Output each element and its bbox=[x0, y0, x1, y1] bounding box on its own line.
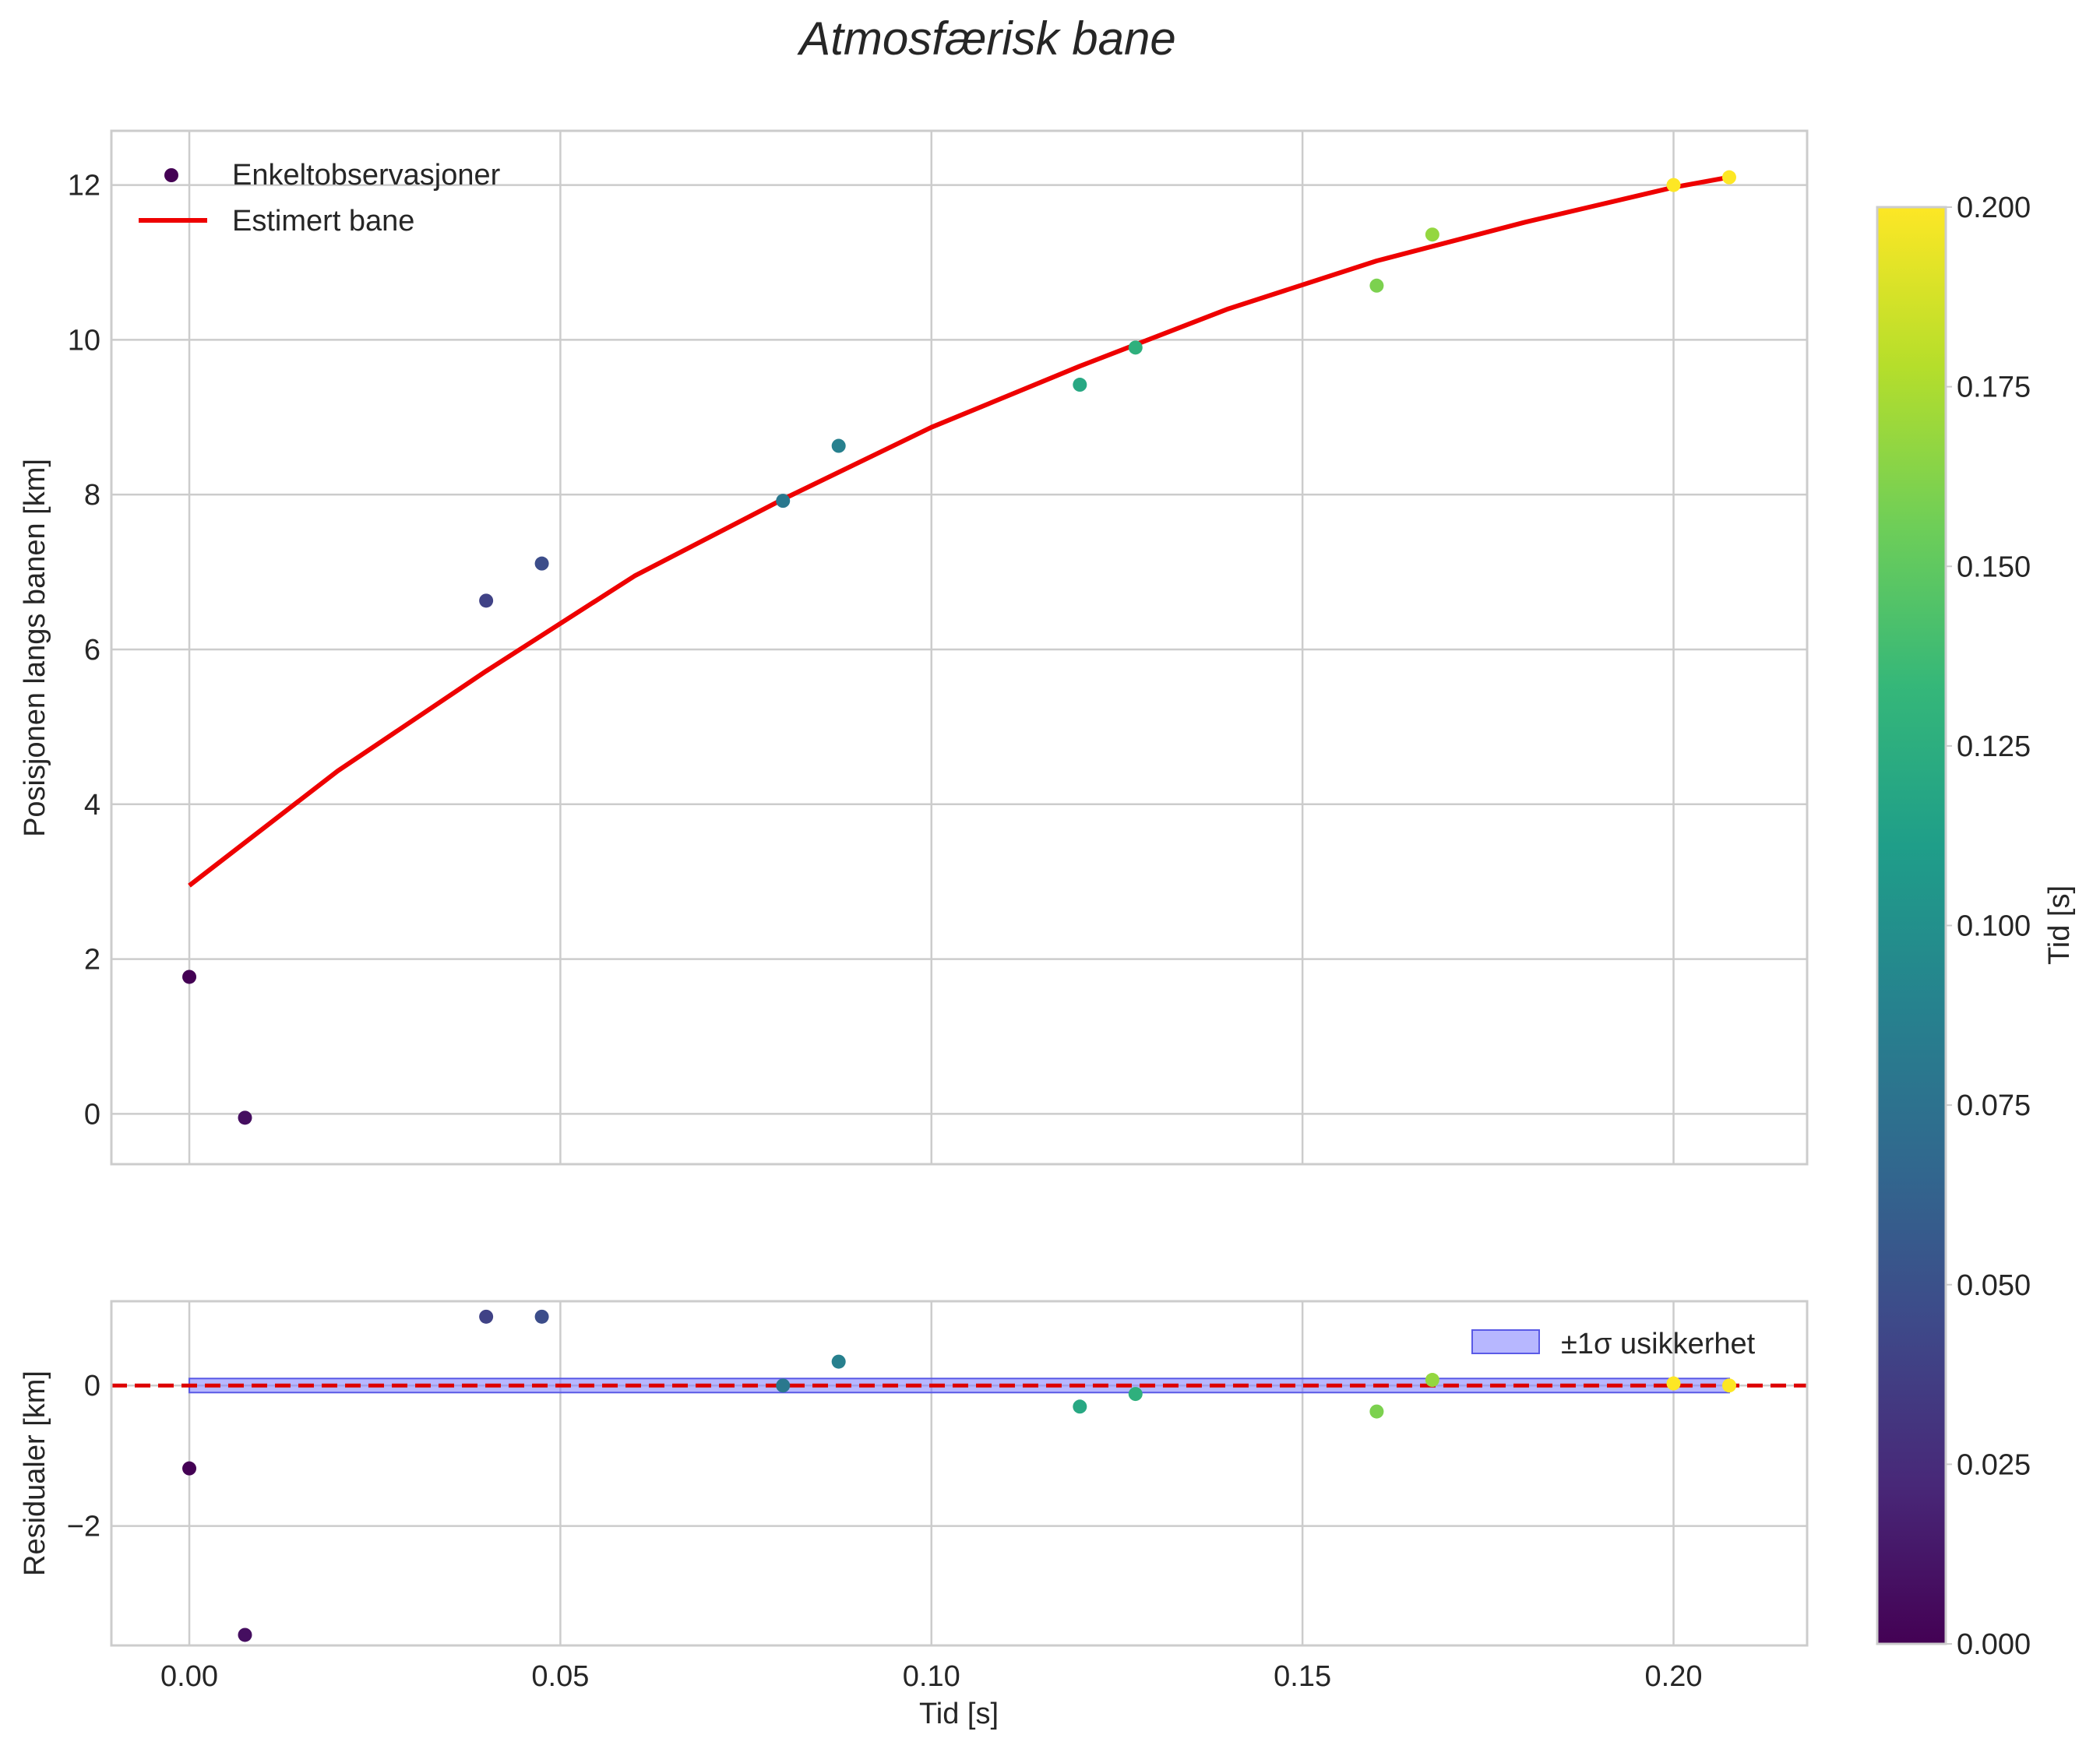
residual-point bbox=[1425, 1373, 1439, 1388]
residual-point bbox=[238, 1628, 252, 1642]
legend-observations-marker bbox=[164, 168, 178, 182]
trajectory-y-tick-label: 4 bbox=[84, 789, 100, 822]
residual-points bbox=[182, 1309, 1736, 1642]
trajectory-y-tick-label: 6 bbox=[84, 634, 100, 667]
observation-points bbox=[182, 170, 1736, 1125]
observation-point bbox=[1425, 227, 1439, 242]
observation-point bbox=[479, 593, 494, 608]
colorbar-label: Tid [s] bbox=[2043, 885, 2076, 965]
residual-point bbox=[1721, 1378, 1736, 1393]
trajectory-grid bbox=[111, 131, 1807, 1164]
colorbar-tick-label: 0.000 bbox=[1957, 1628, 2031, 1661]
colorbar-tick-label: 0.050 bbox=[1957, 1269, 2031, 1302]
observation-point bbox=[1666, 178, 1681, 192]
observation-point bbox=[238, 1110, 252, 1125]
estimated-trajectory-line bbox=[188, 174, 1730, 888]
trajectory-y-tick-label: 10 bbox=[68, 324, 100, 357]
colorbar-tick-label: 0.150 bbox=[1957, 551, 2031, 583]
trajectory-y-tick-label: 8 bbox=[84, 479, 100, 512]
observation-point bbox=[1369, 278, 1384, 293]
trajectory-y-tick-label: 0 bbox=[84, 1098, 100, 1131]
legend-uncertainty-swatch bbox=[1471, 1329, 1540, 1354]
residual-y-tick-label: 0 bbox=[84, 1370, 100, 1402]
residual-y-tick-label: −2 bbox=[67, 1511, 100, 1543]
residual-grid bbox=[111, 1301, 1807, 1645]
colorbar-tick-label: 0.175 bbox=[1957, 371, 2031, 404]
trajectory-y-tick-label: 12 bbox=[68, 170, 100, 202]
legend-trajectory-label: Estimert bane bbox=[232, 205, 414, 238]
legend-uncertainty-label: ±1σ usikkerhet bbox=[1561, 1328, 1756, 1360]
colorbar-tick-label: 0.025 bbox=[1957, 1448, 2031, 1481]
residual-point bbox=[534, 1309, 549, 1324]
residual-point bbox=[831, 1354, 846, 1369]
residual-plot-frame bbox=[110, 1300, 1809, 1647]
observation-point bbox=[1073, 378, 1087, 392]
trajectory-legend: Enkeltobservasjoner Estimert bane bbox=[139, 159, 501, 238]
observation-point bbox=[776, 494, 791, 509]
x-tick-label: 0.20 bbox=[1645, 1660, 1703, 1693]
observation-point bbox=[1721, 170, 1736, 185]
legend-observations-label: Enkeltobservasjoner bbox=[232, 159, 501, 192]
colorbar-gradient bbox=[1877, 207, 1946, 1644]
colorbar: 0.000 0.025 0.050 0.075 0.100 0.125 0.150 0.175… bbox=[1876, 192, 2076, 1661]
observation-point bbox=[534, 556, 549, 571]
observation-point bbox=[1128, 340, 1143, 355]
colorbar-tick-label: 0.200 bbox=[1957, 192, 2031, 224]
residual-x-ticks: 0.00 0.05 0.10 0.15 0.20 bbox=[160, 1660, 1702, 1693]
colorbar-ticks: 0.000 0.025 0.050 0.075 0.100 0.125 0.150 0.175… bbox=[1946, 192, 2031, 1661]
trajectory-panel: 0 2 4 6 8 10 12 Posisjonen langs banen [km] En… bbox=[19, 129, 1809, 1166]
chart-title: Atmosfærisk bane bbox=[797, 12, 1176, 65]
estimated-trajectory-path bbox=[188, 174, 1730, 888]
observation-point bbox=[182, 970, 197, 984]
residual-point bbox=[1128, 1387, 1143, 1402]
x-axis-label: Tid [s] bbox=[919, 1698, 999, 1730]
residual-point bbox=[1666, 1376, 1681, 1391]
residual-point bbox=[1073, 1399, 1087, 1414]
observation-point bbox=[831, 438, 846, 453]
residual-point bbox=[182, 1461, 197, 1476]
residual-panel: −2 0 0.00 0.05 0.10 0.15 0.20 Residualer [km]… bbox=[19, 1300, 1809, 1730]
trajectory-y-ticks: 0 2 4 6 8 10 12 bbox=[68, 170, 100, 1131]
residual-legend: ±1σ usikkerhet bbox=[1471, 1328, 1756, 1360]
x-tick-label: 0.15 bbox=[1274, 1660, 1331, 1693]
colorbar-tick-label: 0.075 bbox=[1957, 1089, 2031, 1122]
trajectory-y-tick-label: 2 bbox=[84, 944, 100, 977]
x-tick-label: 0.10 bbox=[903, 1660, 960, 1693]
residual-y-ticks: −2 0 bbox=[67, 1370, 100, 1543]
x-tick-label: 0.00 bbox=[160, 1660, 218, 1693]
residual-y-axis-label: Residualer [km] bbox=[19, 1371, 51, 1576]
residual-point bbox=[776, 1378, 791, 1393]
residual-point bbox=[479, 1309, 494, 1324]
residual-point bbox=[1369, 1404, 1384, 1419]
trajectory-y-axis-label: Posisjonen langs banen [km] bbox=[19, 459, 51, 837]
trajectory-plot-frame bbox=[110, 129, 1809, 1166]
colorbar-tick-label: 0.100 bbox=[1957, 910, 2031, 943]
x-tick-label: 0.05 bbox=[531, 1660, 589, 1693]
colorbar-tick-label: 0.125 bbox=[1957, 730, 2031, 763]
